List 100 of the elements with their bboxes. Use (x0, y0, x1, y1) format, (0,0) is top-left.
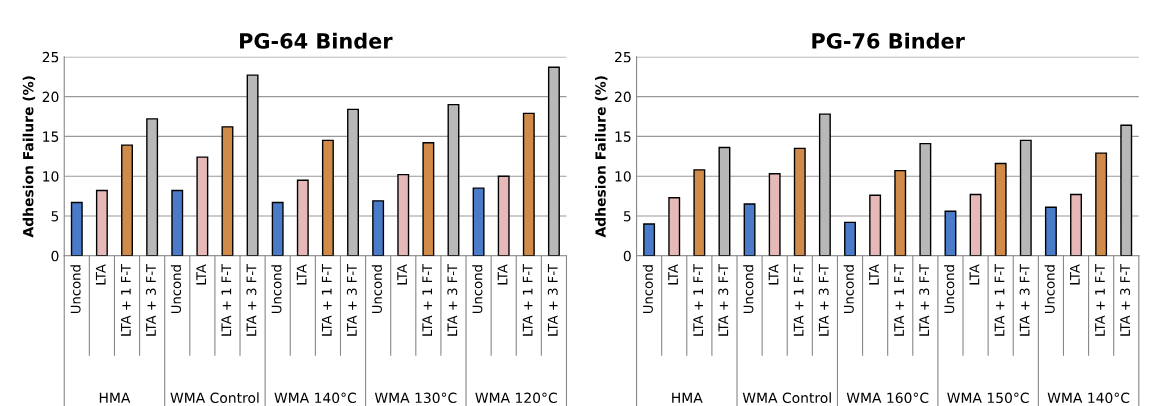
x-tick-label: LTA + 1 F-T (894, 264, 904, 336)
x-tick-label: LTA (768, 264, 779, 285)
x-tick-label: Uncond (843, 265, 854, 314)
x-tick-label: LTA (397, 264, 407, 285)
bar (497, 175, 510, 256)
y-axis-title: Adhesion Failure (%) (595, 76, 608, 238)
x-tick-label: LTA + 3 F-T (547, 264, 558, 336)
bar (994, 162, 1007, 256)
bar (894, 169, 907, 256)
x-tick-label: LTA + 1 F-T (693, 264, 703, 336)
x-tick-label: LTA + 1 F-T (121, 264, 131, 336)
x-tick-label: LTA (95, 264, 106, 285)
text: HMA (99, 392, 131, 403)
x-tick-label: LTA + 3 F-T (718, 264, 729, 336)
text: WMA 140°C (274, 392, 356, 404)
bar (693, 169, 706, 256)
bar (296, 179, 309, 256)
bar (818, 113, 831, 256)
x-tick-label: LTA + 1 F-T (1095, 264, 1105, 336)
bar (95, 189, 108, 256)
bar (171, 189, 184, 256)
x-tick-label: LTA + 3 F-T (346, 264, 357, 336)
chart-title: PG-64 Binder (240, 32, 393, 49)
x-tick-label: Uncond (944, 265, 955, 314)
bar (347, 108, 359, 256)
x-tick-label: LTA + 1 F-T (221, 264, 232, 336)
bar (1070, 193, 1082, 256)
bar (372, 200, 385, 256)
bar (146, 118, 159, 256)
x-tick-label: LTA + 3 F-T (919, 264, 930, 336)
text: HMA (672, 392, 703, 403)
bar (944, 210, 957, 256)
y-tick-label: 15 (615, 131, 631, 142)
bar (196, 156, 209, 256)
text: WMA 140°C (1047, 392, 1130, 404)
bar (1095, 152, 1108, 256)
bar (718, 146, 731, 256)
y-tick-label: 5 (51, 211, 59, 222)
x-tick-label: LTA + 3 F-T (1019, 264, 1030, 336)
bar (397, 173, 410, 256)
bar (422, 142, 435, 256)
bar (246, 74, 259, 256)
x-tick-label: Uncond (743, 265, 754, 314)
x-tick-label: LTA (869, 264, 879, 285)
x-tick-label: Uncond (642, 265, 653, 314)
bar (1120, 124, 1133, 256)
bar (768, 173, 781, 256)
text: WMA Control (742, 392, 831, 404)
x-tick-label: Uncond (371, 265, 382, 314)
x-tick-label: LTA + 1 F-T (422, 264, 432, 336)
bar (447, 103, 460, 256)
bar (1019, 139, 1032, 256)
y-tick-label: 25 (42, 51, 59, 63)
bar (271, 201, 284, 256)
y-axis-title: Adhesion Failure (%) (22, 76, 36, 238)
x-tick-label: LTA (296, 264, 307, 285)
chart-title: PG-76 Binder (812, 32, 965, 49)
x-tick-label: Uncond (70, 265, 81, 314)
x-tick-label: Uncond (271, 265, 282, 314)
x-tick-label: LTA + 3 F-T (246, 264, 257, 336)
text: WMA 130°C (374, 392, 457, 404)
bar (221, 126, 234, 256)
x-tick-label: Uncond (472, 265, 483, 314)
y-tick-label: 0 (623, 250, 631, 262)
x-tick-label: LTA (969, 264, 980, 285)
x-tick-label: LTA + 1 F-T (994, 264, 1005, 336)
x-tick-label: LTA + 1 F-T (793, 264, 804, 336)
bar (321, 139, 334, 256)
text: WMA Control (170, 392, 259, 404)
x-tick-label: Uncond (1044, 265, 1055, 314)
text: WMA 150°C (947, 392, 1029, 404)
x-tick-label: LTA + 3 F-T (818, 264, 829, 336)
bar (547, 66, 560, 256)
y-tick-label: 20 (42, 91, 59, 103)
x-tick-label: LTA + 1 F-T (321, 264, 332, 336)
bar (121, 144, 133, 256)
x-tick-label: LTA + 3 F-T (447, 264, 458, 336)
bar (869, 194, 882, 256)
bar (844, 221, 856, 256)
bar (969, 193, 982, 256)
x-tick-label: LTA (1070, 264, 1080, 285)
x-tick-label: Uncond (170, 265, 182, 314)
bar (1044, 206, 1057, 256)
y-tick-label: 20 (615, 91, 631, 103)
bar (743, 203, 756, 256)
y-tick-label: 5 (623, 211, 631, 222)
bar (643, 223, 656, 256)
x-tick-label: LTA + 3 F-T (145, 264, 156, 336)
x-tick-label: LTA (668, 264, 678, 285)
bar (522, 112, 535, 256)
text: WMA 120°C (475, 392, 557, 404)
text: WMA 160°C (846, 392, 929, 404)
x-tick-label: LTA (196, 264, 206, 285)
x-tick-label: LTA + 3 F-T (1120, 264, 1131, 336)
y-tick-label: 0 (51, 250, 59, 262)
y-tick-label: 10 (615, 171, 631, 182)
bar (70, 201, 83, 256)
bar (472, 187, 485, 256)
x-tick-label: LTA + 1 F-T (522, 264, 533, 336)
bar (793, 147, 806, 256)
